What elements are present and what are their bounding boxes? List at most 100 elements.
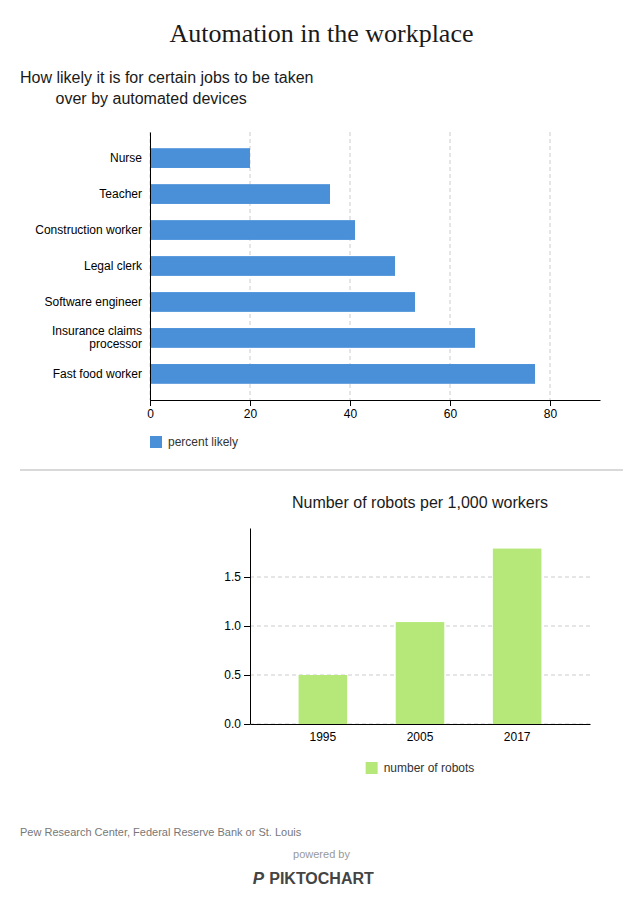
grid-line [150, 132, 151, 400]
tick-label: 2005 [407, 730, 434, 744]
tick-mark [450, 400, 451, 406]
tick-mark [244, 577, 250, 578]
tick: Insurance claimsprocessor [52, 324, 150, 351]
bar [150, 184, 330, 204]
tick-label: 1.0 [224, 619, 241, 633]
y-axis: Fast food worker Insurance claimsprocesso… [35, 133, 150, 401]
legend-item: number of robots [366, 761, 475, 775]
bar [150, 364, 535, 384]
tick: 1995 [310, 724, 337, 744]
x-axis: 1995 2005 2017 [251, 724, 591, 744]
y-axis: 0.0 0.5 1.0 1.5 [224, 529, 250, 732]
legend: number of robots [366, 761, 475, 775]
tick-mark [150, 400, 151, 406]
branding-caption: powered by [293, 848, 350, 860]
bar [150, 220, 355, 240]
chart: 0.0 0.5 1.0 1.5 1995 2005 2017 [224, 529, 590, 744]
tick: Fast food worker [53, 367, 150, 381]
tick-mark [244, 626, 250, 627]
text-line: How likely it is for certain jobs to be … [20, 69, 313, 86]
source: Pew Research Center, Federal Reserve Ban… [20, 826, 302, 838]
axis-line [150, 133, 151, 401]
tick-label: 0.0 [224, 717, 241, 731]
tick-label: Insurance claimsprocessor [52, 324, 142, 351]
bar [396, 622, 445, 724]
tick: 2005 [407, 724, 434, 744]
title: Automation in the workplace [170, 19, 474, 48]
tick: Teacher [99, 187, 150, 201]
grid [150, 132, 550, 400]
tick: 1.5 [224, 570, 250, 584]
x-axis: 0 20 40 60 80 [147, 400, 600, 421]
tick-mark [244, 675, 250, 676]
legend-label: percent likely [168, 435, 238, 449]
tick-label: 40 [344, 407, 358, 421]
tick-label: 20 [244, 407, 258, 421]
tick-label: 60 [444, 407, 458, 421]
tick-mark [550, 400, 551, 406]
bar [150, 328, 475, 348]
chart: 0 20 40 60 80 Fast food worker Insurance claim… [35, 132, 600, 421]
text-line: Fast food worker [53, 367, 142, 381]
tick: 0 [147, 400, 154, 421]
tick: Legal clerk [84, 259, 150, 273]
text-line: Legal clerk [84, 259, 143, 273]
tick-label: Nurse [110, 151, 142, 165]
branding-name: PIKTOCHART [269, 870, 374, 887]
legend: percent likely [150, 435, 238, 449]
bars [299, 549, 542, 724]
tick-label: Construction worker [35, 223, 142, 237]
tick: Nurse [110, 151, 150, 165]
tick: 20 [244, 400, 258, 421]
bar [493, 549, 542, 724]
bar [150, 256, 395, 276]
page: Automation in the workplace 0 20 40 60 80 Fast… [0, 0, 643, 900]
tick: Construction worker [35, 223, 150, 237]
grid-line [450, 132, 451, 400]
axis-line [250, 529, 251, 725]
divider [20, 469, 623, 471]
legend-swatch [150, 436, 162, 448]
tick-mark [250, 400, 251, 406]
tick: 1.0 [224, 619, 250, 633]
bar [150, 292, 415, 312]
chart-title: How likely it is for certain jobs to be … [20, 69, 313, 107]
axis-line [151, 400, 601, 401]
legend-swatch [366, 762, 378, 774]
tick: 80 [544, 400, 558, 421]
tick-label: 1995 [310, 730, 337, 744]
grid-line [550, 132, 551, 400]
bars [150, 148, 535, 384]
bar [150, 148, 250, 168]
tick-mark [350, 400, 351, 406]
text-line: Construction worker [35, 223, 142, 237]
text-line: over by automated devices [20, 90, 247, 107]
tick-label: Fast food worker [53, 367, 142, 381]
tick: 2017 [504, 724, 531, 744]
text-line: Nurse [110, 151, 142, 165]
axis-line [251, 724, 591, 725]
tick: 0.5 [224, 668, 250, 682]
tick: 60 [444, 400, 458, 421]
text-line: processor [89, 337, 142, 351]
tick: 40 [344, 400, 358, 421]
tick: 0.0 [224, 717, 250, 731]
tick-label: Legal clerk [84, 259, 143, 273]
tick-label: 0 [147, 407, 154, 421]
text-line: Software engineer [45, 295, 142, 309]
tick-label: Teacher [99, 187, 142, 201]
tick-label: Software engineer [45, 295, 142, 309]
branding-icon: P [253, 869, 265, 888]
tick-label: 1.5 [224, 570, 241, 584]
text-line: Insurance claims [52, 324, 142, 338]
tick-label: 0.5 [224, 668, 241, 682]
chart-title: Number of robots per 1,000 workers [292, 494, 548, 511]
tick-mark [244, 724, 250, 725]
legend-label: number of robots [384, 761, 475, 775]
tick: Software engineer [45, 295, 150, 309]
bar [299, 675, 348, 724]
tick-label: 2017 [504, 730, 531, 744]
text-line: Teacher [99, 187, 142, 201]
tick-label: 80 [544, 407, 558, 421]
legend-item: percent likely [150, 435, 238, 449]
